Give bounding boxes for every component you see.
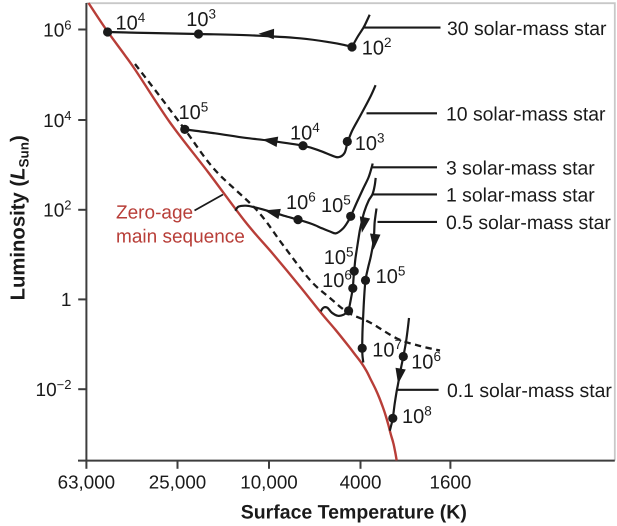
svg-text:1: 1 [61,290,72,311]
svg-text:25,000: 25,000 [149,472,206,493]
svg-text:63,000: 63,000 [58,472,115,493]
svg-text:main sequence: main sequence [116,227,245,248]
svg-text:10,000: 10,000 [240,472,297,493]
svg-text:1600: 1600 [430,472,472,493]
svg-text:30 solar-mass star: 30 solar-mass star [447,18,607,40]
svg-text:10 solar-mass star: 10 solar-mass star [446,104,606,126]
svg-text:4000: 4000 [340,472,382,493]
svg-text:0.1 solar-mass star: 0.1 solar-mass star [447,380,612,402]
svg-text:0.5 solar-mass star: 0.5 solar-mass star [446,212,611,234]
svg-text:106: 106 [43,17,71,41]
svg-text:Luminosity (LSun): Luminosity (LSun) [8,135,32,300]
svg-text:Zero-age: Zero-age [116,203,193,224]
svg-text:Surface Temperature (K): Surface Temperature (K) [241,502,467,524]
svg-text:3 solar-mass star: 3 solar-mass star [446,158,595,180]
svg-text:1 solar-mass star: 1 solar-mass star [446,185,595,207]
